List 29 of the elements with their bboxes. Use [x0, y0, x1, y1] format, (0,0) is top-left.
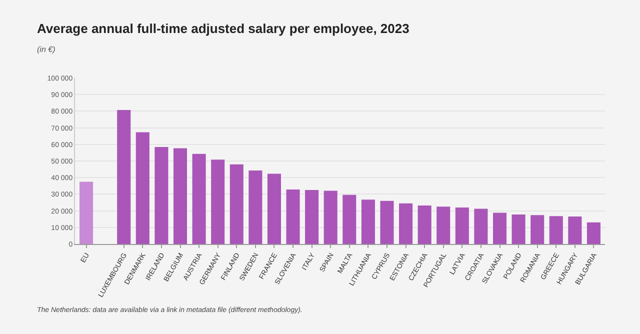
bar: [211, 160, 225, 244]
bar: [474, 208, 488, 244]
bar: [248, 170, 262, 244]
bar: [380, 200, 394, 244]
bar: [230, 164, 244, 244]
bar: [361, 200, 375, 244]
bar: [512, 214, 526, 244]
bar: [586, 222, 600, 244]
bar: [530, 215, 544, 244]
bar: [117, 110, 131, 244]
chart-subtitle: (in €): [37, 45, 56, 54]
bar: [267, 174, 281, 244]
bar: [324, 190, 338, 244]
bar: [568, 216, 582, 244]
chart-title: Average annual full-time adjusted salary per employee, 2023: [37, 21, 410, 36]
bar: [436, 206, 450, 244]
bar: [455, 207, 469, 244]
bar: [286, 190, 300, 244]
bar: [136, 132, 150, 244]
bar: [492, 212, 507, 244]
bar: [192, 154, 206, 244]
bar: [549, 216, 563, 244]
bar: [80, 182, 94, 244]
bar: [154, 147, 168, 244]
bar: [399, 203, 413, 244]
bar: [173, 148, 188, 244]
bar: [342, 194, 356, 244]
bar: [305, 190, 319, 244]
bar: [418, 205, 432, 244]
